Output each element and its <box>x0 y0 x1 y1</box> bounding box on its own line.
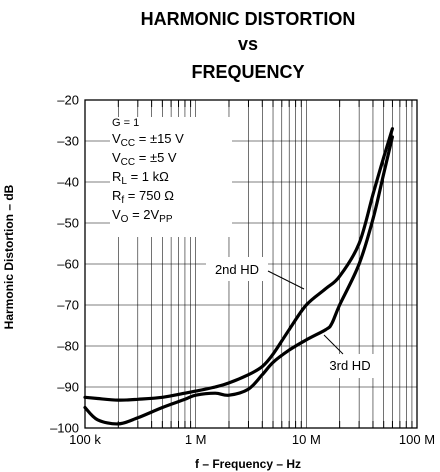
condition-line: Rf = 750 Ω <box>112 188 174 206</box>
chart-title-line-3: FREQUENCY <box>191 62 304 82</box>
y-tick-label: –60 <box>57 257 79 272</box>
tick-labels: –100 –90 –80 –70 –60 –50 –40 –30 –20 100 k 1 M 10 M… <box>50 93 435 448</box>
x-tick-label: 100 M <box>399 432 435 447</box>
y-tick-label: –50 <box>57 216 79 231</box>
series-line-2nd-hd <box>83 127 394 402</box>
series-line-3rd-hd <box>83 135 394 426</box>
axis-ticks <box>117 100 413 428</box>
x-tick-label: 10 M <box>292 432 321 447</box>
series-curves <box>83 127 394 426</box>
conditions-box <box>110 117 232 237</box>
y-tick-label: –40 <box>57 175 79 190</box>
condition-line: RL = 1 kΩ <box>112 169 169 187</box>
chart-title-line-1: HARMONIC DISTORTION <box>141 9 356 29</box>
plot-frame <box>84 99 418 429</box>
x-axis-label: f – Frequency – Hz <box>195 457 301 471</box>
x-tick-label: 100 k <box>69 432 101 447</box>
y-tick-label: –30 <box>57 134 79 149</box>
y-tick-label: –70 <box>57 298 79 313</box>
series-label-2nd-hd: 2nd HD <box>215 262 259 277</box>
x-tick-label: 1 M <box>185 432 207 447</box>
condition-line: G = 1 <box>112 117 139 129</box>
series-label-3rd-hd: 3rd HD <box>329 358 370 373</box>
label-box-3rd <box>320 354 380 378</box>
y-tick-label: –20 <box>57 93 79 108</box>
y-tick-label: –90 <box>57 380 79 395</box>
label-box-2nd <box>206 257 268 281</box>
chart-title-line-2: vs <box>238 34 258 54</box>
leader-line-2nd-hd <box>267 270 305 290</box>
leader-line-3rd-hd <box>323 334 344 355</box>
y-tick-label: –100 <box>50 421 79 436</box>
y-tick-label: –80 <box>57 339 79 354</box>
y-axis-label: Harmonic Distortion – dB <box>2 184 16 329</box>
